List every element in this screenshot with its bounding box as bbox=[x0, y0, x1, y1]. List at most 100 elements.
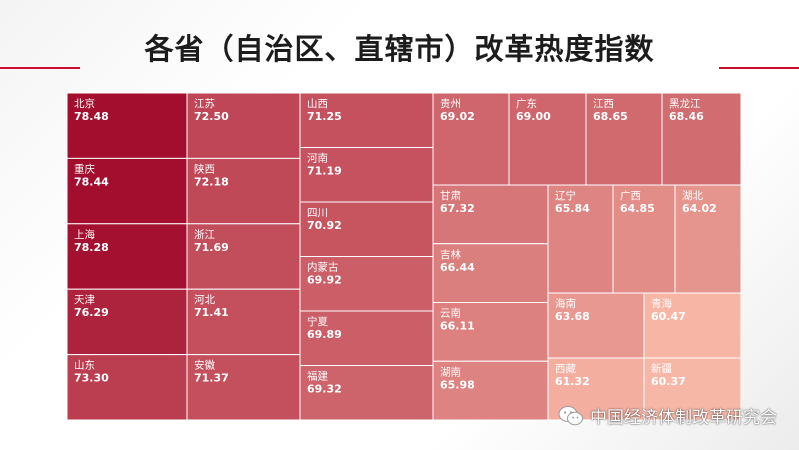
treemap-cell-value: 60.47 bbox=[651, 310, 686, 323]
treemap-cell-rect bbox=[585, 92, 663, 186]
treemap-cell-name: 江苏 bbox=[194, 97, 215, 110]
treemap-cell-value: 78.28 bbox=[74, 241, 109, 254]
treemap-cell-name: 辽宁 bbox=[555, 189, 576, 202]
treemap-cell-value: 65.98 bbox=[440, 378, 475, 391]
treemap-cell-name: 海南 bbox=[555, 297, 576, 310]
treemap-cell-rect bbox=[186, 92, 301, 159]
treemap-cell-name: 山东 bbox=[74, 359, 95, 372]
treemap-cell-rect bbox=[299, 147, 434, 203]
treemap-cell-value: 69.92 bbox=[307, 274, 342, 287]
treemap-cell-value: 69.32 bbox=[307, 383, 342, 396]
treemap-cell-name: 贵州 bbox=[440, 97, 461, 110]
treemap-cell-value: 78.48 bbox=[74, 110, 109, 123]
accent-line-right bbox=[719, 67, 799, 69]
source-watermark: 中国经济体制改革研究会 bbox=[558, 403, 777, 428]
treemap-cell-value: 64.85 bbox=[620, 202, 655, 215]
treemap-cell-name: 陕西 bbox=[194, 162, 215, 175]
treemap-cell-name: 浙江 bbox=[194, 229, 215, 241]
treemap-cell-name: 西藏 bbox=[555, 363, 576, 375]
treemap-cell-value: 65.84 bbox=[555, 202, 590, 215]
treemap-cell-value: 71.25 bbox=[307, 110, 342, 123]
treemap-cell-value: 68.65 bbox=[593, 110, 628, 123]
treemap-cell-rect bbox=[661, 92, 742, 186]
treemap-cell-value: 66.44 bbox=[440, 261, 475, 274]
treemap-cell-name: 甘肃 bbox=[440, 189, 461, 202]
treemap-cell-rect bbox=[547, 184, 614, 294]
treemap-cell-value: 67.32 bbox=[440, 202, 475, 215]
treemap-cell-name: 北京 bbox=[74, 97, 95, 110]
treemap-cell-value: 66.11 bbox=[440, 320, 475, 333]
treemap-cell-name: 重庆 bbox=[74, 162, 95, 175]
treemap-cell-name: 天津 bbox=[74, 294, 95, 306]
treemap-cell-name: 河南 bbox=[307, 152, 328, 165]
treemap-cell-rect bbox=[186, 157, 301, 225]
treemap-cell-rect bbox=[432, 243, 549, 303]
treemap-cell-value: 63.68 bbox=[555, 310, 590, 323]
treemap-cell-name: 吉林 bbox=[440, 248, 461, 261]
treemap-cell-value: 73.30 bbox=[74, 372, 109, 385]
treemap-cell-name: 山西 bbox=[307, 98, 328, 110]
treemap-cell-rect bbox=[643, 357, 742, 421]
treemap-cell-rect bbox=[186, 354, 301, 421]
treemap-cell-name: 宁夏 bbox=[307, 315, 328, 328]
treemap-cell-value: 78.44 bbox=[74, 175, 109, 188]
watermark-text: 中国经济体制改革研究会 bbox=[590, 408, 777, 428]
treemap-cell-value: 69.02 bbox=[440, 110, 475, 123]
treemap-cell-value: 72.50 bbox=[194, 110, 229, 123]
treemap-cell-rect bbox=[508, 92, 587, 186]
treemap-cell-rect bbox=[432, 302, 549, 362]
treemap-cell-value: 64.02 bbox=[682, 202, 717, 215]
treemap-cell-value: 76.29 bbox=[74, 306, 109, 319]
chart-title: 各省（自治区、直辖市）改革热度指数 bbox=[144, 32, 655, 66]
treemap-cell-rect bbox=[66, 288, 188, 356]
treemap-cell-name: 安徽 bbox=[194, 359, 215, 372]
treemap-cell-name: 青海 bbox=[651, 297, 672, 310]
treemap-cell-name: 上海 bbox=[74, 228, 95, 241]
treemap-cell-rect bbox=[299, 365, 434, 421]
treemap-cell-name: 内蒙古 bbox=[307, 261, 339, 274]
treemap-cell-rect bbox=[299, 310, 434, 366]
treemap-cell-name: 广东 bbox=[516, 97, 537, 110]
treemap-cell-rect bbox=[432, 184, 549, 245]
treemap-cell-rect bbox=[66, 157, 188, 225]
treemap-cell-rect bbox=[643, 292, 742, 359]
treemap-cell-value: 71.19 bbox=[307, 165, 342, 178]
treemap-cell-name: 河北 bbox=[194, 294, 215, 306]
treemap-cell-rect bbox=[299, 92, 434, 148]
treemap-cell-value: 68.46 bbox=[669, 110, 704, 123]
treemap-cell-value: 69.89 bbox=[307, 328, 342, 341]
treemap-cell-name: 福建 bbox=[307, 370, 328, 383]
treemap-cell-value: 69.00 bbox=[516, 110, 551, 123]
treemap-cell-value: 71.41 bbox=[194, 306, 229, 319]
treemap-cell-name: 湖南 bbox=[440, 365, 461, 378]
treemap-cell-rect bbox=[432, 360, 549, 421]
treemap-cell-value: 60.37 bbox=[651, 375, 686, 388]
treemap-cell-rect bbox=[547, 292, 645, 359]
treemap-cell-name: 四川 bbox=[307, 207, 328, 219]
treemap-cell-name: 云南 bbox=[440, 307, 461, 320]
